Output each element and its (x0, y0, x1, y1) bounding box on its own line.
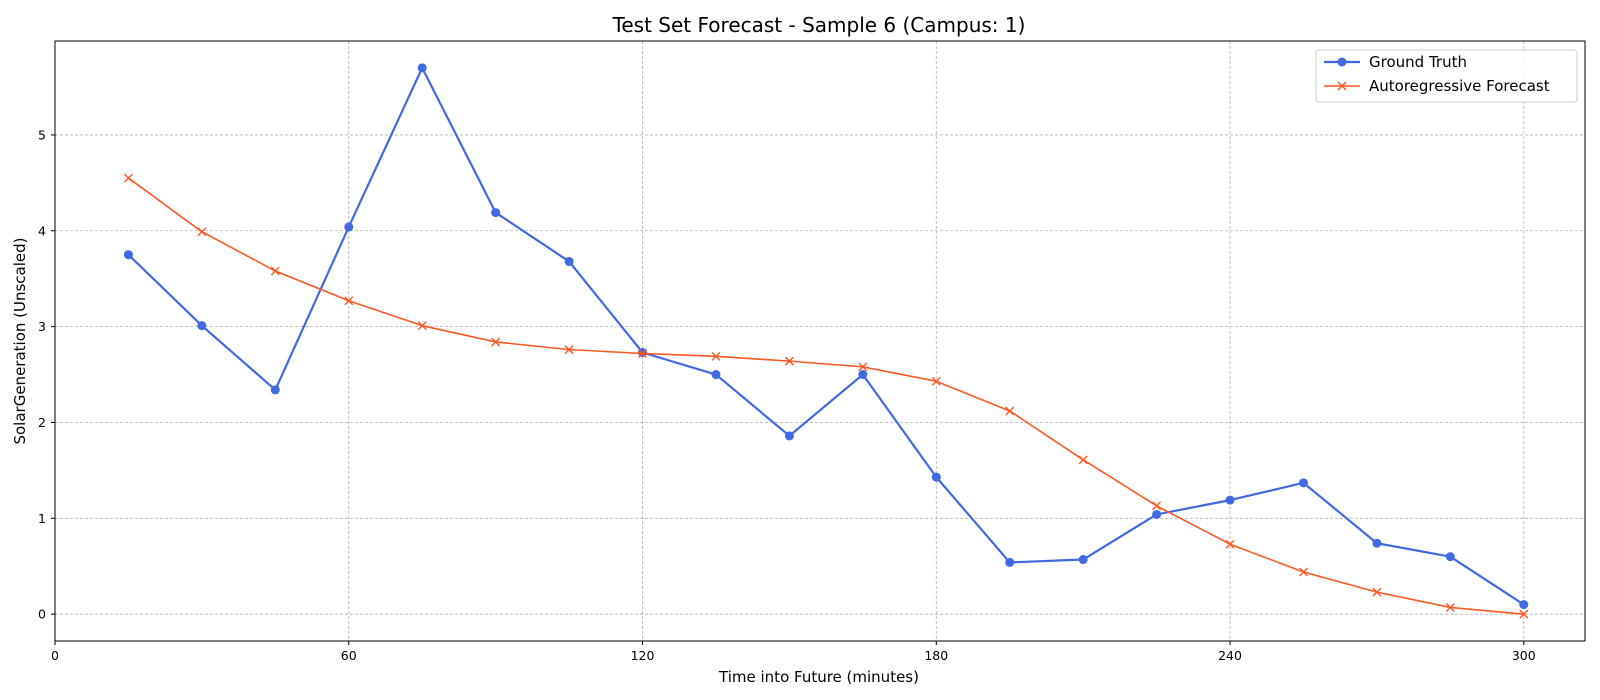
legend-marker-ground-truth (1337, 57, 1347, 67)
data-point (270, 385, 280, 395)
y-tick-label: 2 (38, 415, 46, 430)
y-tick-label: 5 (38, 127, 46, 142)
data-point (1005, 406, 1015, 416)
legend: Ground Truth Autoregressive Forecast (1315, 49, 1578, 103)
data-point (1225, 495, 1235, 505)
data-point (711, 370, 721, 380)
data-point (344, 222, 354, 232)
x-tick-label: 240 (1218, 648, 1242, 663)
data-point (784, 431, 794, 441)
data-point (931, 472, 941, 482)
x-tick-label: 0 (51, 648, 59, 663)
data-point (1372, 587, 1382, 597)
series-autoregressive-forecast (123, 173, 1529, 619)
data-point (1078, 455, 1088, 465)
legend-frame (1315, 49, 1578, 103)
legend-entry-ground-truth: Ground Truth (1324, 53, 1467, 71)
ticks: 0 60 120 180 240 300 0 1 2 3 4 5 (38, 127, 1536, 663)
data-point (344, 296, 354, 306)
series-line-autoregressive-forecast (127, 177, 1524, 615)
data-point (123, 173, 133, 183)
data-point (417, 321, 427, 331)
series-line-ground-truth (127, 66, 1525, 606)
y-axis-label: SolarGeneration (Unscaled) (11, 237, 29, 444)
y-tick-label: 4 (38, 223, 46, 238)
data-point (711, 351, 721, 361)
data-point (1519, 600, 1529, 610)
data-point (638, 348, 648, 358)
legend-label-ground-truth: Ground Truth (1369, 53, 1467, 71)
data-point (858, 362, 868, 372)
data-point (1078, 555, 1088, 565)
data-point (197, 321, 207, 331)
series-layer (123, 63, 1529, 619)
data-point (784, 356, 794, 366)
data-point (1445, 602, 1455, 612)
y-tick-label: 3 (38, 319, 46, 334)
data-point (858, 370, 868, 380)
data-point (1298, 567, 1308, 577)
data-point (1005, 557, 1015, 567)
data-point (417, 63, 427, 73)
y-tick-label: 1 (38, 511, 46, 526)
data-point (1519, 609, 1529, 619)
data-point (1152, 509, 1162, 519)
x-tick-label: 120 (631, 648, 655, 663)
x-tick-label: 180 (924, 648, 948, 663)
data-point (931, 376, 941, 386)
data-point (1298, 478, 1308, 488)
series-ground-truth (123, 63, 1529, 610)
legend-label-autoregressive-forecast: Autoregressive Forecast (1369, 77, 1550, 95)
x-tick-label: 60 (341, 648, 357, 663)
data-point (1372, 538, 1382, 548)
data-point (491, 208, 501, 218)
legend-marker-autoregressive-forecast (1337, 81, 1347, 91)
data-point (123, 250, 133, 260)
data-point (1152, 501, 1162, 511)
data-point (564, 345, 574, 355)
data-point (564, 256, 574, 266)
x-axis-label: Time into Future (minutes) (718, 668, 919, 686)
y-tick-label: 0 (38, 607, 46, 622)
x-tick-label: 300 (1512, 648, 1536, 663)
data-point (1445, 552, 1455, 562)
data-point (1225, 539, 1235, 549)
legend-entry-autoregressive-forecast: Autoregressive Forecast (1324, 77, 1550, 95)
data-point (197, 227, 207, 237)
data-point (270, 266, 280, 276)
plot-frame (54, 40, 1586, 642)
grid (55, 41, 1585, 641)
chart-title: Test Set Forecast - Sample 6 (Campus: 1) (612, 13, 1026, 37)
data-point (491, 337, 501, 347)
